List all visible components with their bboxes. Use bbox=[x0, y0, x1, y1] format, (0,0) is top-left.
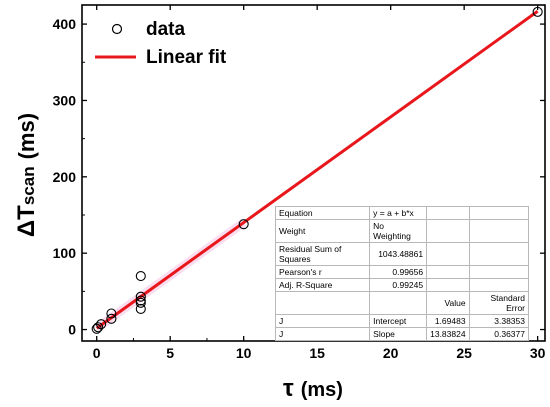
plot-area-frame bbox=[81, 4, 546, 342]
x-tick-label: 20 bbox=[383, 345, 399, 361]
fit-table-cell bbox=[426, 278, 470, 292]
fit-table-cell: Intercept bbox=[369, 314, 428, 328]
fit-table-cell bbox=[426, 265, 470, 279]
fit-table-row: J Intercept 1.69483 3.38353 bbox=[274, 314, 530, 328]
fit-table-cell: Slope bbox=[369, 327, 428, 341]
fit-table-cell bbox=[426, 219, 470, 243]
fit-table-cell: 1043.48861 bbox=[369, 242, 428, 266]
fit-table-cell: J bbox=[274, 314, 371, 328]
fit-table-cell bbox=[468, 206, 530, 220]
fit-table-cell bbox=[369, 291, 428, 315]
y-tick-label: 0 bbox=[68, 322, 76, 338]
fit-table-cell: Standard Error bbox=[468, 291, 530, 315]
fit-table-cell bbox=[468, 242, 530, 266]
y-tick-label: 200 bbox=[53, 169, 77, 185]
fit-table-row: Weight No Weighting bbox=[274, 219, 530, 243]
data-point bbox=[106, 308, 117, 319]
fit-table-cell: J bbox=[274, 327, 371, 341]
data-point bbox=[93, 322, 104, 333]
fit-table-cell: 0.99245 bbox=[369, 278, 428, 292]
legend-marker-data bbox=[111, 23, 123, 35]
fit-table-row: Equation y = a + b*x bbox=[274, 206, 530, 220]
x-tick-label: 15 bbox=[309, 345, 325, 361]
fit-table-row: Adj. R-Square 0.99245 bbox=[274, 278, 530, 292]
fit-table-row: Pearson's r 0.99656 bbox=[274, 265, 530, 279]
y-axis-unit: (ms) bbox=[14, 113, 39, 159]
legend-label-linear-fit: Linear fit bbox=[146, 47, 227, 68]
fit-table-cell: Residual Sum of Squares bbox=[274, 242, 371, 266]
y-axis-title: ΔTscan (ms) bbox=[13, 113, 40, 237]
x-tick-label: 10 bbox=[236, 345, 252, 361]
y-axis-symbol: ΔT bbox=[13, 205, 40, 237]
fit-table-cell bbox=[468, 219, 530, 243]
fit-table-row: Value Standard Error bbox=[274, 291, 530, 315]
data-point bbox=[135, 271, 146, 282]
fit-table-row: J Slope 13.83824 0.36377 bbox=[274, 327, 530, 341]
data-point bbox=[135, 303, 146, 314]
fit-table-cell bbox=[468, 278, 530, 292]
fit-table-cell: Equation bbox=[274, 206, 371, 220]
x-axis-symbol: τ bbox=[283, 375, 294, 402]
x-axis-title: τ (ms) bbox=[283, 375, 343, 402]
fit-table-row: Residual Sum of Squares 1043.48861 bbox=[274, 242, 530, 266]
x-tick-label: 25 bbox=[456, 345, 472, 361]
x-tick-label: 0 bbox=[93, 345, 101, 361]
fit-table-cell: Adj. R-Square bbox=[274, 278, 371, 292]
fit-table-cell: 3.38353 bbox=[468, 314, 530, 328]
data-point bbox=[532, 6, 543, 17]
fit-table-cell: Weight bbox=[274, 219, 371, 243]
fit-table-cell: Value bbox=[426, 291, 470, 315]
fit-table-cell: No Weighting bbox=[369, 219, 428, 243]
fit-results-table: Equation y = a + b*x Weight No Weighting Res… bbox=[274, 206, 530, 341]
fit-table-cell bbox=[274, 291, 371, 315]
y-tick-label: 400 bbox=[53, 16, 77, 32]
linear-fit-line bbox=[95, 10, 539, 330]
data-point bbox=[238, 219, 249, 230]
data-point bbox=[135, 295, 146, 306]
x-tick-label: 30 bbox=[530, 345, 546, 361]
fit-table-cell bbox=[426, 206, 470, 220]
data-point bbox=[106, 313, 117, 324]
data-point bbox=[96, 319, 107, 330]
data-point bbox=[135, 291, 146, 302]
y-axis-subscript: scan bbox=[19, 166, 38, 205]
fit-table-cell: Pearson's r bbox=[274, 265, 371, 279]
legend-label-data: data bbox=[146, 19, 186, 40]
fit-table-cell: 1.69483 bbox=[426, 314, 470, 328]
fit-table-cell bbox=[426, 242, 470, 266]
legend: data Linear fit bbox=[95, 19, 227, 68]
y-tick-label: 100 bbox=[53, 245, 77, 261]
fit-table-cell: 0.99656 bbox=[369, 265, 428, 279]
fit-table-cell bbox=[468, 265, 530, 279]
fit-table-cell: y = a + b*x bbox=[369, 206, 428, 220]
fit-table-cell: 0.36377 bbox=[468, 327, 530, 341]
y-tick-label: 300 bbox=[53, 92, 77, 108]
x-tick-label: 5 bbox=[166, 345, 174, 361]
fit-table-cell: 13.83824 bbox=[426, 327, 470, 341]
x-axis-unit: (ms) bbox=[301, 379, 343, 401]
